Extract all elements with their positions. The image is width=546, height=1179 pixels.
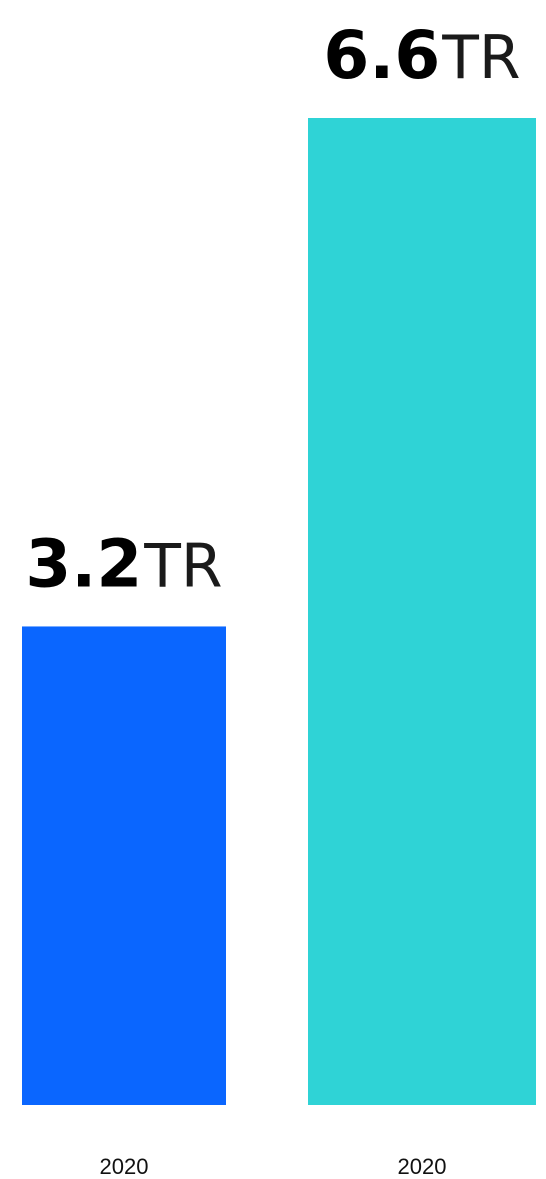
bar-2-value-number: 6.6 [323, 17, 440, 94]
x-tick-label-1: 2020 [100, 1154, 149, 1179]
bar-1-value-number: 3.2 [25, 525, 142, 602]
bar-2 [308, 118, 536, 1105]
bar-1-value-label: 3.2TR [25, 525, 222, 602]
bar-2-value-label: 6.6TR [323, 17, 520, 94]
bar-1 [22, 626, 226, 1105]
x-tick-label-2: 2020 [398, 1154, 447, 1179]
bar-2-value-unit: TR [441, 23, 520, 93]
bar-1-value-unit: TR [143, 531, 222, 601]
